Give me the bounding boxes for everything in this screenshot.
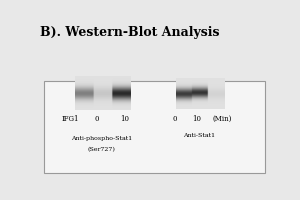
Text: Anti-Stat1: Anti-Stat1	[183, 133, 215, 138]
Text: Anti-phospho-Stat1: Anti-phospho-Stat1	[71, 136, 132, 141]
Text: 0: 0	[94, 115, 99, 123]
Text: (Min): (Min)	[213, 115, 232, 123]
Text: 0: 0	[172, 115, 177, 123]
Text: B). Western-Blot Analysis: B). Western-Blot Analysis	[40, 26, 219, 39]
Text: 10: 10	[192, 115, 201, 123]
Text: IFG1: IFG1	[61, 115, 79, 123]
Text: 10: 10	[120, 115, 129, 123]
Text: (Ser727): (Ser727)	[88, 147, 116, 152]
FancyBboxPatch shape	[44, 81, 266, 173]
